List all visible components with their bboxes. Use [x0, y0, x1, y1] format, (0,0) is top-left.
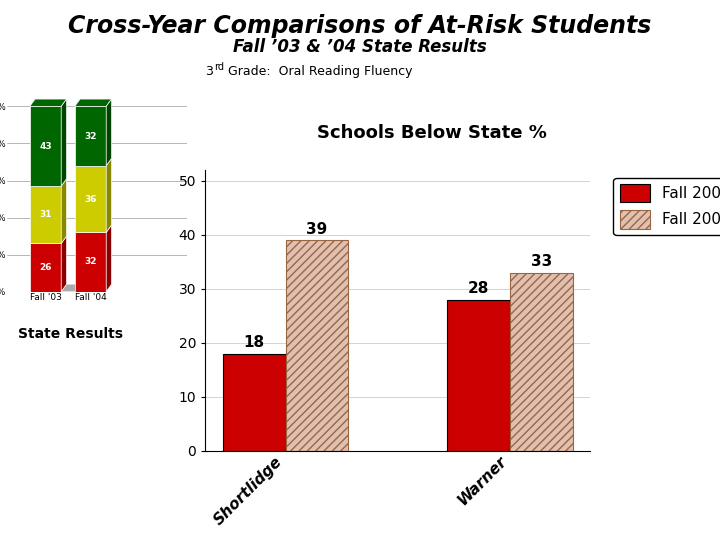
Polygon shape [75, 106, 107, 166]
Polygon shape [75, 166, 107, 232]
Text: 43: 43 [39, 142, 52, 151]
Text: 31: 31 [39, 210, 52, 219]
Text: 36: 36 [84, 194, 96, 204]
Polygon shape [61, 284, 112, 292]
Text: 33: 33 [531, 254, 552, 269]
Text: Fall ’03 & ’04 State Results: Fall ’03 & ’04 State Results [233, 38, 487, 56]
Polygon shape [30, 236, 67, 244]
Polygon shape [61, 179, 67, 244]
Legend: Fall 2003, Fall 2004: Fall 2003, Fall 2004 [613, 178, 720, 235]
Bar [510, 273, 573, 451]
Polygon shape [75, 99, 112, 106]
Text: Cross-Year Comparisons of At-Risk Students: Cross-Year Comparisons of At-Risk Studen… [68, 14, 652, 37]
Polygon shape [75, 232, 107, 292]
Text: State Results: State Results [18, 327, 123, 341]
Polygon shape [30, 106, 61, 186]
Text: Grade:  Oral Reading Fluency: Grade: Oral Reading Fluency [220, 65, 412, 78]
Polygon shape [75, 225, 112, 232]
Polygon shape [107, 158, 112, 232]
Polygon shape [107, 225, 112, 292]
Polygon shape [61, 99, 67, 186]
Text: Schools Below State %: Schools Below State % [317, 124, 547, 142]
Polygon shape [30, 179, 67, 186]
Polygon shape [61, 236, 67, 292]
Text: 26: 26 [39, 263, 52, 272]
Bar [222, 354, 286, 451]
Polygon shape [30, 186, 61, 244]
Text: rd: rd [215, 62, 225, 72]
Bar [286, 240, 348, 451]
Text: 28: 28 [468, 281, 490, 296]
Polygon shape [30, 244, 61, 292]
Text: 39: 39 [307, 222, 328, 237]
Polygon shape [30, 99, 67, 106]
Bar [447, 300, 510, 451]
Text: 32: 32 [84, 258, 96, 266]
Text: 18: 18 [243, 335, 265, 350]
Polygon shape [75, 158, 112, 166]
Text: 3: 3 [205, 65, 213, 78]
Text: 32: 32 [84, 132, 96, 140]
Polygon shape [107, 99, 112, 166]
